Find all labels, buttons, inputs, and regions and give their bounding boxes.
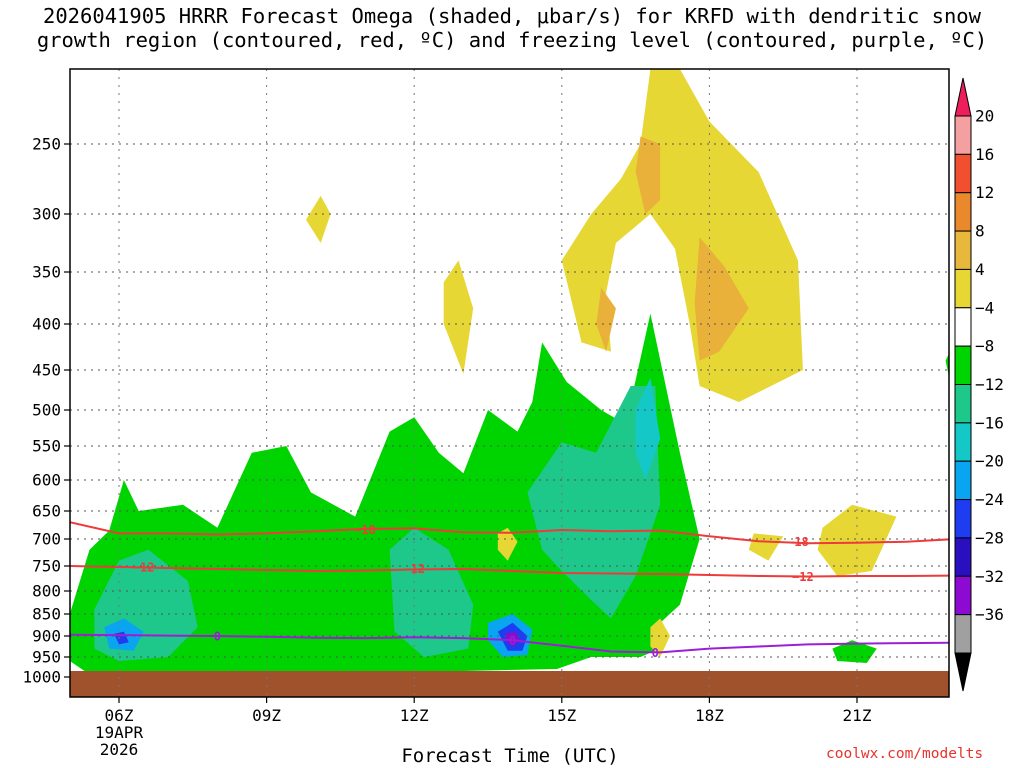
colorbar-segment (954, 422, 972, 462)
colorbar-segment (954, 268, 972, 309)
omega-region-yellow-blob-10z (306, 195, 331, 243)
chart-title: 2026041905 HRRR Forecast Omega (shaded, … (0, 4, 1024, 52)
x-tick-label-21Z: 21Z (843, 706, 872, 725)
colorbar-segment (954, 153, 972, 194)
x-tick-label-18Z: 18Z (695, 706, 724, 725)
colorbar-label: 20 (975, 107, 994, 126)
colorbar-label: 16 (975, 145, 994, 164)
colorbar-bottom-arrow (954, 652, 972, 692)
y-tick-label-850: 850 (32, 605, 61, 624)
title-line-2: growth region (contoured, red, ºC) and f… (36, 28, 988, 52)
contour-label-freezing-level-second-label: 0 (652, 646, 659, 660)
omega-region-upper-yellow-main (561, 69, 803, 402)
colorbar-label: 4 (975, 260, 985, 279)
y-tick-label-300: 300 (32, 205, 61, 224)
colorbar-segment (954, 614, 972, 654)
colorbar-label: 12 (975, 183, 994, 202)
omega-region-green-low-right (832, 640, 877, 663)
ground-fill (70, 671, 949, 697)
colorbar-label: −8 (975, 337, 994, 356)
colorbar-segment (954, 230, 972, 270)
x-tick-label-15Z: 15Z (547, 706, 576, 725)
y-tick-label-950: 950 (32, 648, 61, 667)
contour-freezing-level (70, 633, 949, 654)
gridlines (70, 69, 949, 697)
contour-label-freezing-level-third-label: 0 (509, 634, 516, 648)
y-tick-label-750: 750 (32, 557, 61, 576)
colorbar-segment (954, 115, 972, 155)
contour-lines: −18 −18 −12 −12 −12 0 0 0 (70, 521, 949, 660)
omega-region-yellow-blob-14z (497, 527, 518, 561)
omega-region-upper-orange-left (635, 136, 661, 214)
omega-shading (70, 69, 1005, 671)
y-tick-label-1000: 1000 (22, 668, 61, 687)
x-tick-label-12Z: 12Z (400, 706, 429, 725)
y-tick-label-600: 600 (32, 471, 61, 490)
y-tick-label-650: 650 (32, 502, 61, 521)
x-tick-sublabel: 2026 (100, 740, 139, 759)
omega-region-teal-mid (389, 527, 474, 657)
colorbar-segment (954, 384, 972, 424)
contour-label-dgz-minus18: −18 (354, 523, 376, 537)
colorbar-label: −36 (975, 605, 1004, 624)
ground-layer (70, 671, 949, 697)
omega-region-upper-orange-mid (596, 287, 616, 352)
y-axis: 250 300 350 400 450 500 550 600 650 700 750 800 850 9… (22, 135, 70, 687)
colorbar: 20 16 12 8 4 −4 −8 −12 −16 −20 −24 −28 −32 −36 (954, 77, 1004, 692)
y-tick-label-550: 550 (32, 437, 61, 456)
colorbar-label: −16 (975, 413, 1004, 432)
omega-region-purple-core-14z (505, 631, 520, 647)
plot-frame (69, 68, 950, 698)
omega-region-yellow-blob-21z (817, 504, 897, 576)
source-credit: coolwx.com/modelts (826, 746, 984, 762)
y-tick-label-450: 450 (32, 361, 61, 380)
contour-label-dgz-minus12-third-label: −12 (792, 570, 814, 584)
colorbar-label: −24 (975, 490, 1004, 509)
contour-label-dgz-minus18-second-label: −18 (787, 535, 809, 549)
omega-region-teal-right (527, 386, 661, 619)
omega-region-blue-far-right (975, 591, 1005, 661)
omega-region-yellow-blob-19z (748, 533, 784, 561)
contour-label-dgz-minus12: −12 (133, 561, 155, 575)
x-axis-title: Forecast Time (UTC) (401, 745, 619, 767)
y-tick-label-900: 900 (32, 627, 61, 646)
colorbar-label: −32 (975, 567, 1004, 586)
colorbar-segment (954, 307, 972, 347)
colorbar-label: −12 (975, 375, 1004, 394)
omega-region-green-right (945, 353, 949, 378)
x-tick-label-06Z: 06Z (105, 706, 134, 725)
y-tick-label-250: 250 (32, 135, 61, 154)
y-tick-label-400: 400 (32, 315, 61, 334)
colorbar-segment (954, 537, 972, 577)
colorbar-segment (954, 499, 972, 539)
omega-region-cyan-upper (635, 378, 661, 480)
y-tick-label-700: 700 (32, 530, 61, 549)
colorbar-segment (954, 192, 972, 232)
y-tick-label-350: 350 (32, 263, 61, 282)
colorbar-segment (954, 345, 972, 385)
contour-label-dgz-minus12-second-label: −12 (403, 562, 425, 576)
y-tick-label-800: 800 (32, 582, 61, 601)
x-tick-label-09Z: 09Z (252, 706, 281, 725)
colorbar-label: 8 (975, 222, 985, 241)
colorbar-segment (954, 575, 972, 616)
omega-region-green-main (70, 313, 700, 671)
omega-region-yellow-blob-13z (443, 260, 474, 374)
y-tick-label-500: 500 (32, 401, 61, 420)
colorbar-label: −28 (975, 528, 1004, 547)
colorbar-label: −4 (975, 298, 994, 317)
omega-region-upper-orange-right (694, 237, 749, 361)
contour-dgz-minus12 (70, 565, 949, 578)
contour-label-freezing-level: 0 (214, 630, 221, 644)
contour-dgz-minus18 (70, 521, 949, 545)
omega-region-yellow-blob-17z (650, 618, 670, 657)
title-line-1: 2026041905 HRRR Forecast Omega (shaded, … (43, 4, 981, 28)
colorbar-segment (954, 460, 972, 501)
colorbar-label: −20 (975, 452, 1004, 471)
x-tick-sublabel: 19APR (95, 723, 144, 742)
colorbar-top-arrow (954, 77, 972, 117)
